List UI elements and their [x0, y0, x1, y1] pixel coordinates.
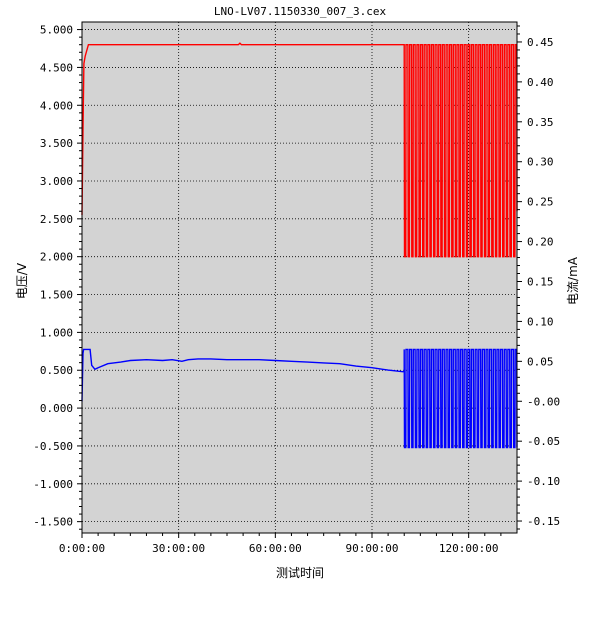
y-right-tick-label: -0.00 — [527, 395, 560, 408]
y-left-axis-label: 电压/V — [15, 262, 29, 299]
y-right-tick-label: -0.15 — [527, 515, 560, 528]
y-left-tick-label: 0.000 — [40, 402, 73, 415]
y-left-tick-label: 1.500 — [40, 289, 73, 302]
y-right-tick-label: 0.35 — [527, 116, 554, 129]
y-right-tick-label: 0.20 — [527, 236, 554, 249]
y-left-tick-label: 5.000 — [40, 24, 73, 37]
x-tick-label: 60:00:00 — [249, 542, 302, 555]
y-right-axis: 0.45 0.40 0.35 0.30 0.25 0.20 0.15 0.10 0.05 -0.0… — [517, 25, 560, 530]
y-right-tick-label: 0.45 — [527, 36, 554, 49]
y-right-tick-label: 0.10 — [527, 315, 554, 328]
y-right-tick-label: -0.05 — [527, 435, 560, 448]
y-right-axis-label: 电流/mA — [566, 256, 580, 305]
chart-title: LNO-LV07.1150330_007_3.cex — [214, 5, 387, 18]
y-left-axis: 5.000 4.500 4.000 3.500 3.000 2.500 2.000 1.500… — [33, 24, 82, 530]
plot-frame — [81, 21, 518, 534]
y-left-tick-label: 3.500 — [40, 137, 73, 150]
y-right-tick-label: 0.05 — [527, 355, 554, 368]
x-tick-label: 90:00:00 — [346, 542, 399, 555]
y-left-tick-label: 1.000 — [40, 326, 73, 339]
y-right-tick-label: 0.25 — [527, 196, 554, 209]
current-series-line — [81, 348, 518, 449]
grid-lines — [82, 22, 517, 533]
y-left-tick-label: 3.000 — [40, 175, 73, 188]
x-tick-label: 0:00:00 — [59, 542, 105, 555]
y-right-tick-label: 0.15 — [527, 275, 554, 288]
series-layer — [81, 42, 518, 449]
y-left-tick-label: -1.000 — [33, 478, 73, 491]
y-left-tick-label: -1.500 — [33, 516, 73, 529]
voltage-series-line — [81, 42, 518, 258]
y-left-tick-label: 4.000 — [40, 99, 73, 112]
y-left-tick-label: 2.000 — [40, 251, 73, 264]
x-axis-label: 测试时间 — [276, 565, 324, 580]
y-left-tick-label: -0.500 — [33, 440, 73, 453]
x-axis: 0:00:00 30:00:00 60:00:00 90:00:00 120:00:00 — [59, 533, 502, 555]
y-right-tick-label: 0.30 — [527, 156, 554, 169]
x-tick-label: 30:00:00 — [152, 542, 205, 555]
y-right-tick-label: -0.10 — [527, 475, 560, 488]
y-left-tick-label: 2.500 — [40, 213, 73, 226]
y-left-tick-label: 4.500 — [40, 61, 73, 74]
y-left-tick-label: 0.500 — [40, 364, 73, 377]
x-tick-label: 120:00:00 — [439, 542, 499, 555]
y-right-tick-label: 0.40 — [527, 76, 554, 89]
